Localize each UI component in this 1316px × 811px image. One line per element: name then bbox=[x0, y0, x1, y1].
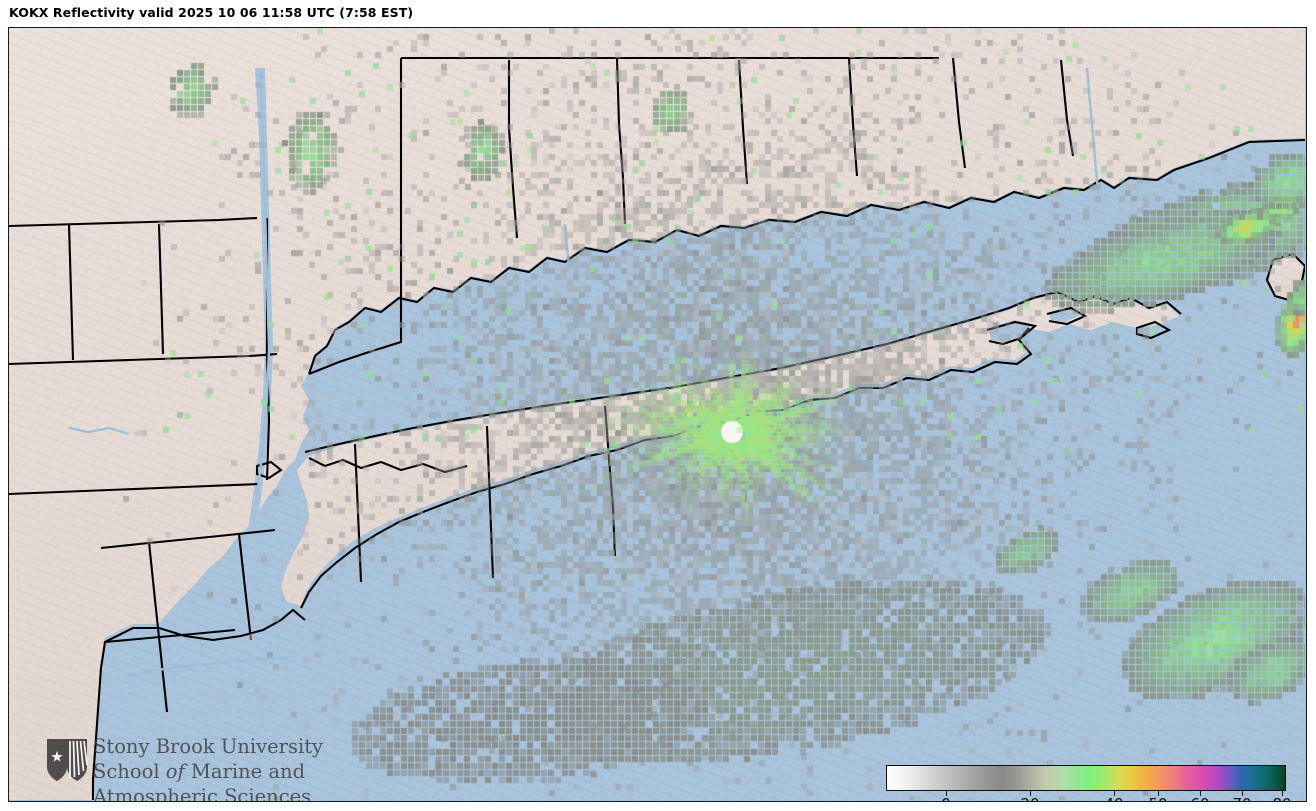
reflectivity-colorbar: 0 20 40 50 60 70 80 bbox=[878, 757, 1298, 801]
colorbar-tick-label: 60 bbox=[1190, 795, 1209, 801]
map-frame[interactable]: Stony Brook University School of Marine … bbox=[8, 27, 1307, 802]
radar-reflectivity-layer bbox=[9, 28, 1305, 800]
colorbar-tick-label: 50 bbox=[1148, 795, 1167, 801]
colorbar-tick bbox=[1242, 791, 1243, 796]
colorbar-tick bbox=[1030, 791, 1031, 796]
colorbar-tick-label: 40 bbox=[1104, 795, 1123, 801]
colorbar-tick bbox=[1200, 791, 1201, 796]
colorbar-tick bbox=[946, 791, 947, 796]
colorbar-tick-label: 0 bbox=[941, 795, 951, 801]
colorbar-tick bbox=[1114, 791, 1115, 796]
colorbar-tick-label: 80 bbox=[1272, 795, 1291, 801]
colorbar-tick bbox=[1158, 791, 1159, 796]
colorbar-tick-label: 70 bbox=[1232, 795, 1251, 801]
page-title: KOKX Reflectivity valid 2025 10 06 11:58… bbox=[9, 5, 414, 20]
colorbar-tick bbox=[1282, 791, 1283, 796]
title-bar: KOKX Reflectivity valid 2025 10 06 11:58… bbox=[0, 0, 1316, 27]
map-canvas[interactable]: Stony Brook University School of Marine … bbox=[9, 28, 1306, 801]
colorbar-tick-label: 20 bbox=[1020, 795, 1039, 801]
colorbar-gradient bbox=[886, 765, 1286, 791]
